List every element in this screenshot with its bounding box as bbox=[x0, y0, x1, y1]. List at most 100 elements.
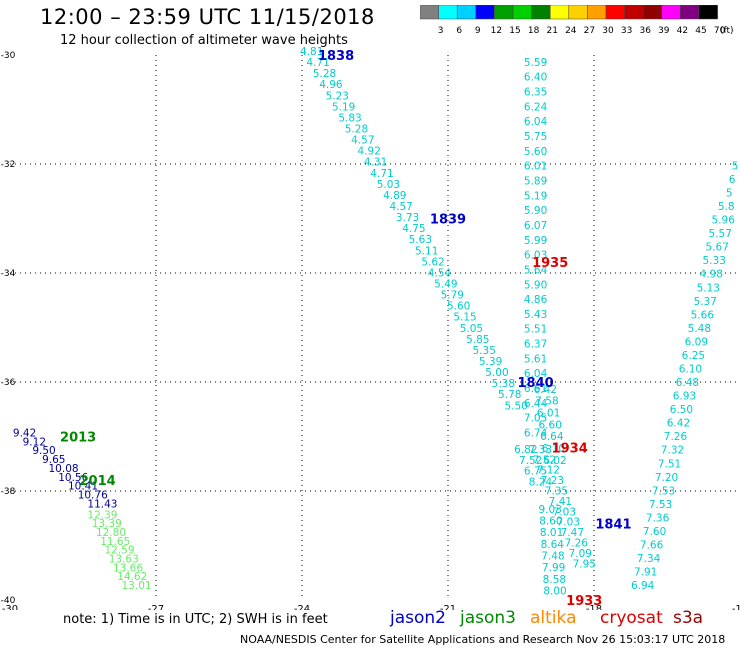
pass-time-label: 1934 bbox=[552, 441, 588, 456]
y-tick-label: -36 bbox=[1, 378, 16, 388]
swh-value: 5.8 bbox=[718, 201, 735, 213]
swh-value: 6.03 bbox=[524, 250, 547, 262]
colorbar-label: 6 bbox=[456, 26, 462, 36]
swh-value: 7.41 bbox=[549, 496, 572, 508]
x-tick-label: -15 bbox=[732, 604, 740, 610]
swh-value: 5.13 bbox=[697, 282, 720, 294]
y-tick-label: -34 bbox=[1, 269, 16, 279]
swh-value: 6.50 bbox=[670, 404, 693, 416]
x-tick-label: -30 bbox=[2, 604, 18, 610]
swh-value: 6.74 bbox=[524, 428, 548, 440]
swh-value: 6.82 bbox=[514, 444, 537, 456]
swh-value: 8.00 bbox=[543, 586, 566, 598]
swh-value: 7.26 bbox=[664, 431, 688, 443]
swh-value: 5.15 bbox=[453, 312, 476, 324]
swh-value: 5.85 bbox=[466, 334, 489, 346]
swh-value: 10.41 bbox=[68, 481, 98, 493]
swh-value: 4.98 bbox=[700, 269, 723, 281]
swh-value: 4.92 bbox=[358, 146, 381, 158]
swh-value: 8.60 bbox=[539, 515, 562, 527]
colorbar-label: 18 bbox=[528, 26, 540, 36]
swh-value: 5.66 bbox=[691, 309, 715, 321]
swh-value: 5 bbox=[732, 160, 739, 172]
swh-value: 6.42 bbox=[667, 418, 690, 430]
swh-value: 5.60 bbox=[447, 301, 470, 313]
swh-value: 6.04 bbox=[524, 116, 548, 128]
swh-value: 6.35 bbox=[524, 87, 547, 99]
swh-value: 13.39 bbox=[92, 518, 122, 530]
swh-value: 7.26 bbox=[565, 537, 589, 549]
swh-value: 6.40 bbox=[524, 72, 547, 84]
pass-time-label: 1839 bbox=[430, 213, 466, 228]
pass-time-label: 1933 bbox=[566, 594, 602, 609]
swh-value: 7.58 bbox=[535, 396, 558, 408]
colorbar-label: 33 bbox=[621, 26, 632, 36]
colorbar-label: 27 bbox=[584, 26, 595, 36]
swh-value: 5.62 bbox=[421, 256, 444, 268]
swh-value: 5.90 bbox=[524, 279, 547, 291]
swh-value: 7.33 bbox=[529, 444, 552, 456]
swh-value: 7.20 bbox=[655, 472, 678, 484]
pass-time-label: 1840 bbox=[518, 376, 554, 391]
swh-value: 4.96 bbox=[319, 79, 343, 91]
swh-value: 11.43 bbox=[87, 498, 117, 510]
colorbar-label: 12 bbox=[491, 26, 502, 36]
colorbar-label: 21 bbox=[546, 26, 557, 36]
swh-value: 6.01 bbox=[524, 161, 547, 173]
swh-value: 5.35 bbox=[473, 345, 496, 357]
page-subtitle: 12 hour collection of altimeter wave hei… bbox=[60, 33, 348, 48]
swh-value: 7.36 bbox=[646, 512, 670, 524]
swh-value: 6.93 bbox=[673, 391, 696, 403]
swh-value: 5.28 bbox=[345, 123, 368, 135]
page-title: 12:00 – 23:59 UTC 11/15/2018 bbox=[40, 5, 375, 29]
swh-value: 5.78 bbox=[498, 389, 521, 401]
swh-value: 5.79 bbox=[441, 290, 464, 302]
swh-value: 6.44 bbox=[524, 398, 548, 410]
colorbar-label: 39 bbox=[658, 26, 670, 36]
swh-value: 6.02 bbox=[543, 455, 566, 467]
legend-cryosat: cryosat bbox=[600, 608, 663, 628]
swh-value: 5.48 bbox=[688, 323, 711, 335]
swh-value: 13.63 bbox=[109, 554, 139, 566]
x-tick-label: -24 bbox=[294, 604, 310, 610]
swh-value: 4.71 bbox=[306, 57, 329, 69]
y-tick-label: -32 bbox=[1, 160, 16, 170]
swh-value: 12.59 bbox=[104, 545, 134, 557]
swh-value: 7.34 bbox=[637, 553, 661, 565]
swh-value: 13.66 bbox=[113, 562, 143, 574]
legend-jason3: jason3 bbox=[460, 608, 516, 628]
swh-value: 5.00 bbox=[485, 367, 508, 379]
swh-value: 5.60 bbox=[524, 146, 547, 158]
swh-value: 5.89 bbox=[524, 175, 547, 187]
legend-s3a: s3a bbox=[673, 608, 704, 628]
y-tick-label: -30 bbox=[1, 51, 16, 61]
color-scale-bar: 3 6 9 12 15 18 21 24 27 30 33 36 39 42 45 70(ft) bbox=[420, 5, 734, 36]
swh-value: 6.75 bbox=[524, 466, 547, 478]
y-tick-label: -40 bbox=[1, 596, 16, 606]
swh-value: 7.23 bbox=[541, 475, 564, 487]
swh-value: 8.01 bbox=[540, 527, 563, 539]
colorbar-swatch bbox=[698, 5, 718, 20]
swh-value: 13.01 bbox=[122, 580, 152, 592]
colorbar-label: 3 bbox=[438, 26, 444, 36]
swh-value: 7.66 bbox=[640, 539, 664, 551]
swh-value: 5.99 bbox=[524, 235, 547, 247]
swh-value: 5.51 bbox=[524, 324, 547, 336]
swh-value: 5.64 bbox=[524, 264, 548, 276]
swh-value: 6.04 bbox=[524, 368, 548, 380]
x-tick-label: -21 bbox=[440, 604, 456, 610]
colorbar-label: 15 bbox=[509, 26, 520, 36]
y-tick-label: -38 bbox=[1, 487, 16, 497]
swh-value: 12.80 bbox=[96, 527, 126, 539]
swh-value: 9.65 bbox=[42, 454, 65, 466]
swh-value: 5.67 bbox=[706, 242, 729, 254]
footer-credit: NOAA/NESDIS Center for Satellite Applica… bbox=[240, 633, 726, 646]
swh-value: 5.90 bbox=[524, 205, 547, 217]
colorbar-label: 36 bbox=[639, 26, 651, 36]
swh-value: 5.75 bbox=[524, 131, 547, 143]
colorbar-label: 70 bbox=[714, 26, 726, 36]
swh-value: 4.31 bbox=[364, 157, 387, 169]
swh-value: 5.39 bbox=[479, 356, 502, 368]
swh-value: 4.57 bbox=[389, 201, 412, 213]
swh-value: 5.37 bbox=[694, 296, 717, 308]
